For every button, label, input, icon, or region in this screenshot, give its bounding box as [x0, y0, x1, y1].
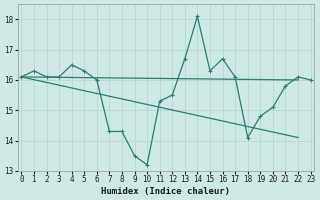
X-axis label: Humidex (Indice chaleur): Humidex (Indice chaleur) — [101, 187, 230, 196]
